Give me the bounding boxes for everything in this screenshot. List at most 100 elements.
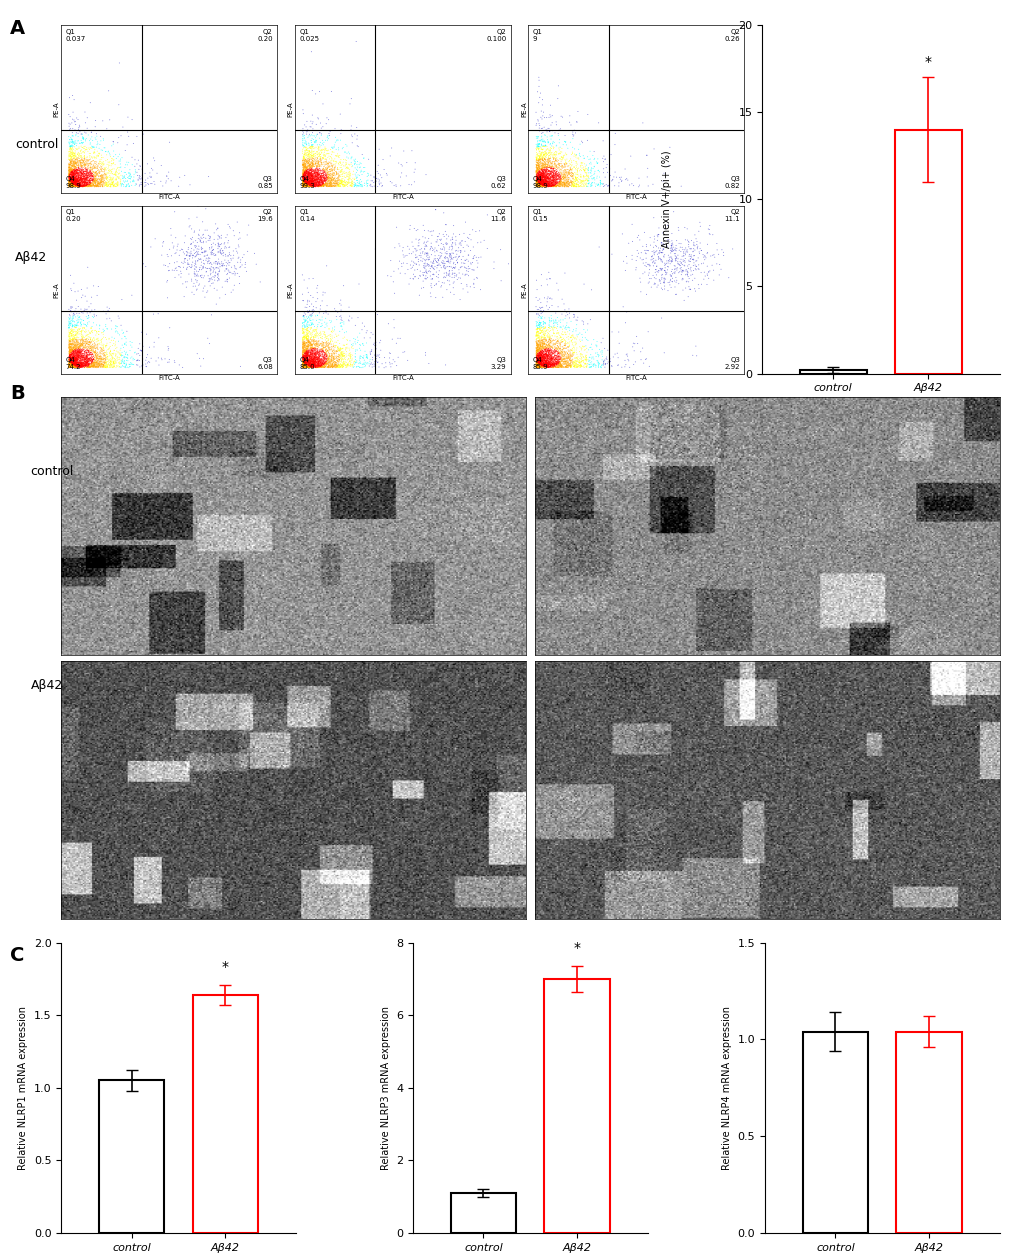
Point: [70, 356, 87, 376]
Point: [537, 348, 553, 369]
Point: [534, 174, 550, 194]
Point: [71, 333, 88, 353]
Point: [573, 356, 589, 376]
Point: [655, 239, 672, 259]
Point: [65, 171, 82, 191]
Point: [336, 355, 353, 375]
Point: [296, 159, 312, 179]
Point: [533, 165, 549, 185]
Point: [310, 175, 326, 195]
Point: [299, 326, 315, 346]
Point: [322, 121, 338, 141]
Point: [301, 162, 317, 182]
Point: [314, 328, 330, 348]
Point: [663, 240, 680, 260]
Point: [69, 165, 86, 185]
Point: [64, 333, 81, 353]
Point: [327, 174, 343, 194]
Point: [531, 170, 547, 190]
Point: [541, 352, 557, 372]
Point: [303, 156, 319, 176]
Point: [315, 159, 331, 179]
Point: [298, 175, 314, 195]
Point: [72, 155, 89, 175]
Point: [534, 357, 550, 377]
Point: [98, 336, 114, 356]
Point: [530, 347, 546, 367]
Point: [548, 350, 565, 370]
Point: [302, 167, 318, 187]
Point: [535, 157, 551, 177]
Point: [312, 341, 328, 361]
Point: [553, 356, 570, 376]
Point: [328, 174, 344, 194]
Point: [318, 342, 334, 362]
Point: [431, 224, 447, 244]
Point: [532, 340, 548, 360]
Point: [313, 170, 329, 190]
Point: [322, 171, 338, 191]
Point: [60, 171, 76, 191]
Point: [530, 355, 546, 375]
Point: [299, 152, 315, 172]
Point: [565, 122, 581, 142]
Point: [531, 351, 547, 371]
Point: [297, 175, 313, 195]
Point: [649, 247, 665, 267]
Point: [666, 277, 683, 297]
Point: [82, 353, 98, 374]
Point: [418, 247, 434, 267]
Point: [336, 176, 353, 196]
Point: [356, 350, 372, 370]
Point: [73, 355, 90, 375]
Point: [528, 338, 544, 359]
Point: [167, 228, 183, 248]
Point: [310, 138, 326, 159]
Point: [528, 127, 544, 147]
Point: [595, 162, 611, 182]
Point: [311, 348, 327, 369]
Point: [64, 343, 81, 364]
Point: [74, 330, 91, 350]
Point: [565, 176, 581, 196]
Point: [61, 331, 77, 351]
Point: [531, 352, 547, 372]
Point: [554, 165, 571, 185]
Point: [168, 260, 184, 281]
Point: [550, 347, 567, 367]
Point: [301, 350, 317, 370]
Point: [643, 242, 659, 262]
Point: [300, 352, 316, 372]
Point: [61, 172, 77, 192]
Point: [304, 166, 320, 186]
Point: [91, 153, 107, 174]
Point: [77, 299, 94, 320]
Point: [530, 174, 546, 194]
Point: [532, 165, 548, 185]
Point: [302, 171, 318, 191]
Point: [66, 348, 83, 369]
Point: [62, 175, 78, 195]
Point: [322, 172, 338, 192]
Point: [302, 175, 318, 195]
Point: [549, 346, 566, 366]
Point: [323, 356, 339, 376]
Point: [462, 253, 478, 273]
Point: [543, 176, 559, 196]
Point: [583, 169, 599, 189]
Point: [308, 331, 324, 351]
Point: [552, 175, 569, 195]
Point: [321, 347, 337, 367]
Point: [530, 340, 546, 360]
Point: [568, 147, 584, 167]
Point: [342, 175, 359, 195]
Point: [297, 350, 313, 370]
Point: [401, 255, 418, 276]
Point: [312, 352, 328, 372]
Point: [304, 167, 320, 187]
Point: [74, 176, 91, 196]
Point: [548, 357, 565, 377]
Point: [223, 282, 239, 302]
Point: [555, 352, 572, 372]
Point: [428, 252, 444, 272]
